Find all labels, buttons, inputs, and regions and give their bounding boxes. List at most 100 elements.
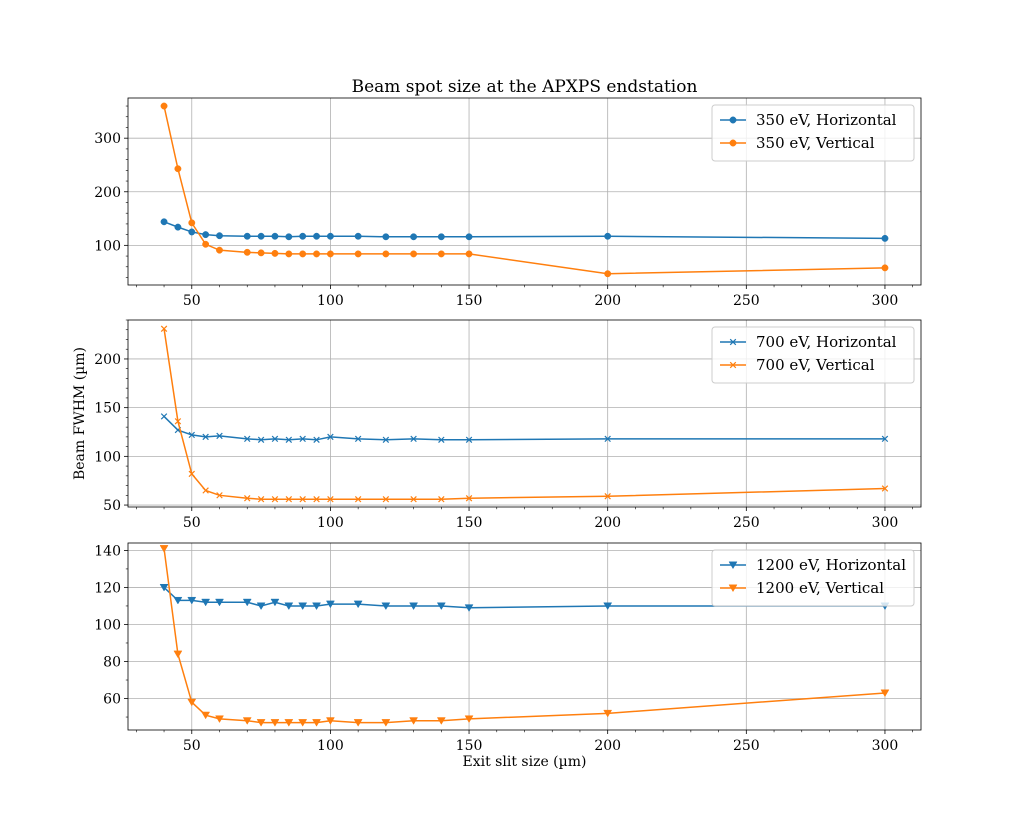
data-point xyxy=(604,270,612,278)
data-point xyxy=(284,602,294,611)
data-point xyxy=(215,598,224,607)
legend-label: 700 eV, Vertical xyxy=(756,356,875,374)
legend-label: 1200 eV, Horizontal xyxy=(756,556,906,574)
data-point xyxy=(354,232,362,240)
data-point xyxy=(326,250,334,258)
data-point xyxy=(216,246,223,254)
data-point xyxy=(381,602,391,611)
y-axis-label: Beam FWHM (µm) xyxy=(72,347,88,480)
data-point xyxy=(271,232,279,240)
x-tick-label: 50 xyxy=(183,515,201,531)
legend-swatch-marker xyxy=(729,338,737,346)
data-point xyxy=(409,717,419,725)
data-point xyxy=(410,233,418,241)
panel-3: 50 100 150 200 250 300 60 80 100 120 140 Exit slit … xyxy=(94,542,922,770)
data-point xyxy=(256,719,266,727)
series-1 xyxy=(159,583,890,612)
data-point xyxy=(216,232,223,240)
legend: 1200 eV, Horizontal 1200 eV, Vertical xyxy=(711,549,915,607)
x-tick-label: 300 xyxy=(872,515,899,531)
legend-entry: 700 eV, Horizontal xyxy=(720,333,897,351)
data-point xyxy=(242,598,252,607)
data-point xyxy=(216,432,223,440)
data-point xyxy=(436,717,446,725)
series-2 xyxy=(160,325,889,503)
data-point xyxy=(881,234,889,242)
data-point xyxy=(381,719,391,727)
data-point xyxy=(354,495,362,503)
series-1 xyxy=(160,218,889,242)
data-point xyxy=(216,492,223,499)
data-point xyxy=(327,495,334,503)
data-point xyxy=(603,602,613,611)
data-point xyxy=(243,232,251,240)
series-1 xyxy=(160,413,889,444)
data-point xyxy=(436,602,446,611)
data-point xyxy=(160,325,168,332)
data-point xyxy=(325,600,335,609)
data-point xyxy=(313,232,320,240)
data-point xyxy=(299,250,307,258)
series-2 xyxy=(159,545,890,727)
y-tick-label: 300 xyxy=(94,131,121,147)
data-point xyxy=(353,600,363,609)
data-point xyxy=(187,698,197,707)
x-tick-label: 250 xyxy=(733,515,760,531)
data-point xyxy=(382,495,390,503)
data-point xyxy=(438,495,445,503)
data-point xyxy=(270,598,280,607)
data-point xyxy=(257,249,265,257)
legend-entry: 1200 eV, Horizontal xyxy=(720,556,906,574)
y-tick-label: 100 xyxy=(94,238,121,254)
x-tick-label: 200 xyxy=(594,515,621,531)
data-point xyxy=(174,418,182,425)
data-point xyxy=(881,264,889,272)
data-point xyxy=(244,435,251,443)
y-tick-label: 60 xyxy=(103,692,121,708)
legend-swatch-marker xyxy=(728,561,738,570)
data-point xyxy=(382,233,390,241)
data-point xyxy=(215,715,224,723)
data-point xyxy=(313,436,320,444)
data-point xyxy=(880,689,890,698)
legend-box xyxy=(711,104,915,162)
y-tick-label: 200 xyxy=(94,185,121,201)
data-point xyxy=(410,250,418,258)
data-point xyxy=(257,495,265,503)
data-point xyxy=(256,602,266,611)
x-tick-label: 200 xyxy=(594,293,621,309)
legend-swatch-marker xyxy=(729,139,737,147)
data-point xyxy=(465,233,473,241)
data-point xyxy=(326,232,334,240)
data-point xyxy=(160,413,168,420)
data-point xyxy=(298,719,308,727)
legend-box xyxy=(711,549,915,607)
legend-entry: 350 eV, Vertical xyxy=(720,134,875,152)
data-point xyxy=(202,433,209,441)
y-tick-label: 100 xyxy=(94,449,121,465)
data-point xyxy=(299,495,306,503)
x-tick-label: 250 xyxy=(733,738,760,754)
data-point xyxy=(604,435,611,443)
data-point xyxy=(173,596,183,605)
y-tick-label: 150 xyxy=(94,401,121,417)
legend-swatch-marker xyxy=(729,116,737,124)
data-point xyxy=(438,436,445,444)
x-tick-label: 200 xyxy=(594,738,621,754)
data-point xyxy=(257,436,265,444)
x-tick-label: 100 xyxy=(317,738,344,754)
data-point xyxy=(244,495,251,502)
data-point xyxy=(159,583,169,592)
legend-box xyxy=(711,326,915,384)
x-tick-label: 150 xyxy=(456,515,483,531)
data-point xyxy=(202,487,209,494)
legend-swatch-marker xyxy=(728,584,738,593)
data-point xyxy=(313,495,320,503)
data-point xyxy=(410,435,417,443)
data-point xyxy=(187,596,197,605)
y-tick-label: 50 xyxy=(103,498,121,514)
legend-label: 700 eV, Horizontal xyxy=(756,333,897,351)
data-point xyxy=(312,602,321,611)
data-point xyxy=(382,436,390,444)
data-point xyxy=(285,436,293,444)
